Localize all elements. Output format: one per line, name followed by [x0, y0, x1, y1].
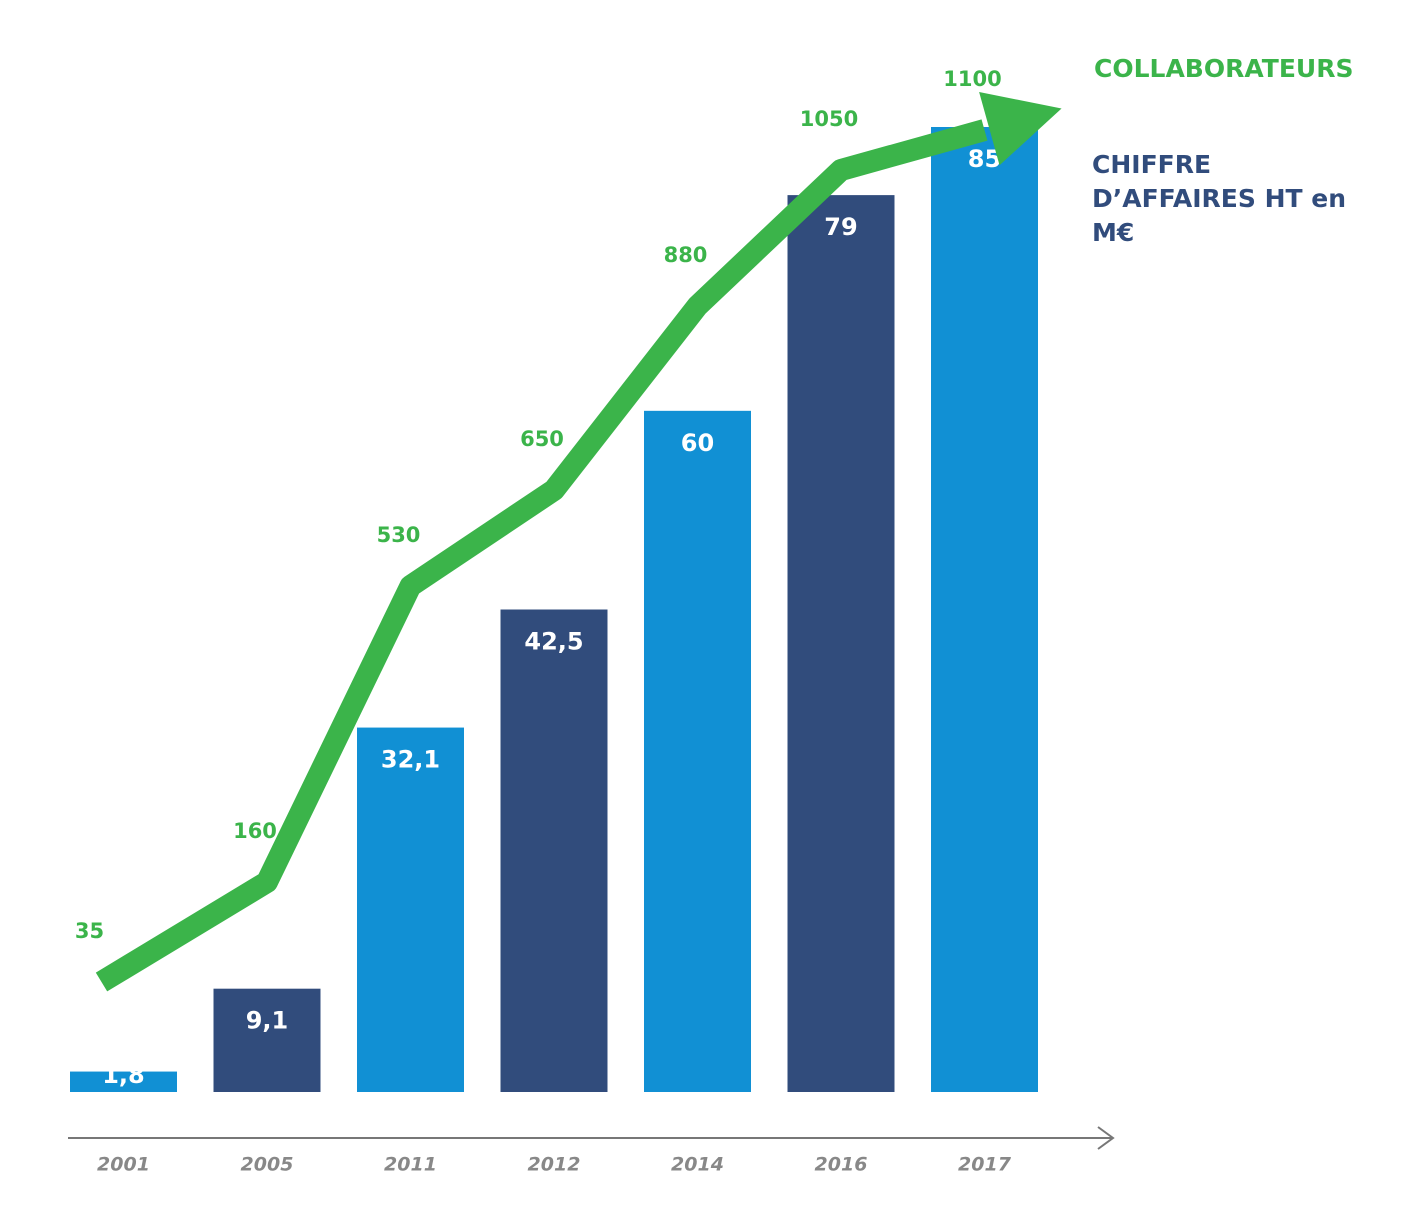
line	[95, 119, 988, 992]
bar	[213, 988, 321, 1092]
legend-bar: CHIFFRE D’AFFAIRES HT en M€	[1092, 150, 1347, 247]
x-tick-label: 2005	[241, 1154, 294, 1176]
line-value-label: 35	[75, 919, 104, 943]
bar-value-label: 42,5	[524, 628, 583, 656]
line-value-label: 650	[520, 427, 564, 451]
bar-value-label: 9,1	[246, 1007, 289, 1035]
line-arrowhead	[979, 92, 1062, 166]
bar-value-label: 60	[681, 429, 714, 457]
x-tick-label: 2012	[528, 1154, 581, 1176]
x-tick-label: 2016	[815, 1154, 868, 1176]
bar	[70, 1071, 177, 1092]
bar	[500, 609, 608, 1092]
bar-value-label: 79	[824, 213, 857, 241]
line-value-label: 160	[233, 819, 277, 843]
x-tick-label: 2011	[384, 1154, 437, 1176]
line-value-label: 1100	[943, 67, 1001, 91]
bar	[931, 127, 1038, 1092]
line-value-label: 530	[377, 523, 421, 547]
x-tick-label: 2014	[671, 1154, 724, 1176]
bar	[357, 727, 464, 1092]
line-value-label: 880	[664, 243, 708, 267]
bar	[644, 410, 751, 1093]
bar-value-label: 32,1	[381, 746, 440, 774]
x-tick-label: 2017	[958, 1154, 1012, 1176]
legend-line: COLLABORATEURS	[1094, 54, 1354, 83]
bar-value-label: 1,8	[102, 1061, 145, 1089]
x-tick-label: 2001	[97, 1154, 150, 1176]
line-value-label: 1050	[800, 107, 858, 131]
x-axis-arrow	[1097, 1126, 1115, 1150]
bar	[787, 195, 895, 1092]
